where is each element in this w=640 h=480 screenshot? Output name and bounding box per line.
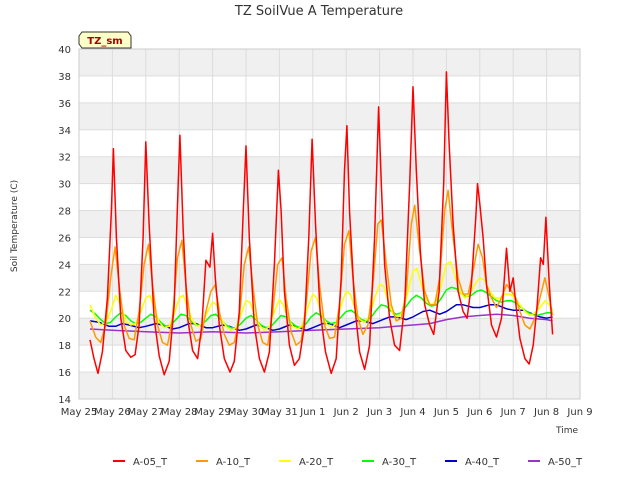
x-tick-label: May 30 bbox=[228, 407, 265, 418]
plot-band bbox=[79, 210, 580, 238]
series-line-a-10-t bbox=[89, 189, 554, 346]
plot-band bbox=[79, 237, 580, 265]
y-tick-labels: 14 16 18 20 22 24 26 28 30 32 34 36 38 40 bbox=[58, 45, 71, 406]
y-tick-label: 24 bbox=[58, 260, 71, 271]
y-tick-label: 28 bbox=[58, 207, 71, 218]
plot-band bbox=[79, 129, 580, 157]
plot-band bbox=[79, 75, 580, 103]
station-badge: TZ_sm bbox=[78, 31, 132, 49]
legend-label: A-40_T bbox=[465, 457, 500, 468]
y-tick-label: 18 bbox=[58, 341, 71, 352]
legend-label: A-10_T bbox=[216, 457, 251, 468]
y-tick-label: 38 bbox=[58, 72, 71, 83]
legend-label: A-30_T bbox=[382, 457, 417, 468]
chart-title: TZ SoilVue A Temperature bbox=[234, 4, 403, 19]
y-tick-label: 14 bbox=[58, 395, 71, 406]
series-line-a-05-t bbox=[89, 71, 554, 376]
plot-band bbox=[79, 49, 580, 76]
plot-band bbox=[79, 264, 580, 292]
x-tick-label: May 28 bbox=[161, 407, 198, 418]
x-tick-label: May 26 bbox=[94, 407, 131, 418]
plot-bands bbox=[79, 49, 580, 399]
plot-band bbox=[79, 102, 580, 130]
x-tick-label: May 31 bbox=[261, 407, 298, 418]
y-tick-label: 30 bbox=[58, 180, 71, 191]
series-line-a-20-t bbox=[89, 260, 554, 332]
x-tick-label: Jun 1 bbox=[299, 407, 325, 418]
plot-frame bbox=[78, 48, 581, 400]
x-axis-title: Time bbox=[555, 426, 578, 436]
x-tick-label: May 29 bbox=[194, 407, 231, 418]
x-tick-label: Jun 7 bbox=[500, 407, 526, 418]
x-tick-label: Jun 2 bbox=[333, 407, 359, 418]
y-tick-label: 34 bbox=[58, 126, 71, 137]
x-tick-label: Jun 6 bbox=[466, 407, 492, 418]
y-tick-label: 16 bbox=[58, 368, 71, 379]
plot-band bbox=[79, 372, 580, 399]
x-tick-label: Jun 5 bbox=[433, 407, 459, 418]
legend: A-05_T A-10_T A-20_T A-30_T A-40_T A-50_T bbox=[113, 457, 583, 468]
plot-band bbox=[79, 156, 580, 184]
y-tick-label: 20 bbox=[58, 314, 71, 325]
x-tick-label: Jun 4 bbox=[399, 407, 425, 418]
x-tick-label: May 27 bbox=[128, 407, 165, 418]
plot-band bbox=[79, 183, 580, 211]
y-tick-label: 32 bbox=[58, 153, 71, 164]
legend-label: A-20_T bbox=[299, 457, 334, 468]
y-tick-label: 22 bbox=[58, 287, 71, 298]
x-tick-label: May 25 bbox=[61, 407, 98, 418]
legend-label: A-05_T bbox=[133, 457, 168, 468]
x-tick-label: Jun 9 bbox=[566, 407, 592, 418]
y-tick-label: 26 bbox=[58, 233, 71, 244]
badge-box bbox=[78, 31, 132, 49]
series-layer bbox=[89, 71, 554, 376]
badge-label: TZ_sm bbox=[87, 36, 122, 47]
y-axis-title: Soil Temperature (C) bbox=[10, 180, 20, 272]
y-tick-label: 40 bbox=[58, 45, 71, 56]
legend-label: A-50_T bbox=[548, 457, 583, 468]
x-tick-label: Jun 8 bbox=[533, 407, 559, 418]
x-tick-label: Jun 3 bbox=[366, 407, 392, 418]
y-tick-label: 36 bbox=[58, 99, 71, 110]
